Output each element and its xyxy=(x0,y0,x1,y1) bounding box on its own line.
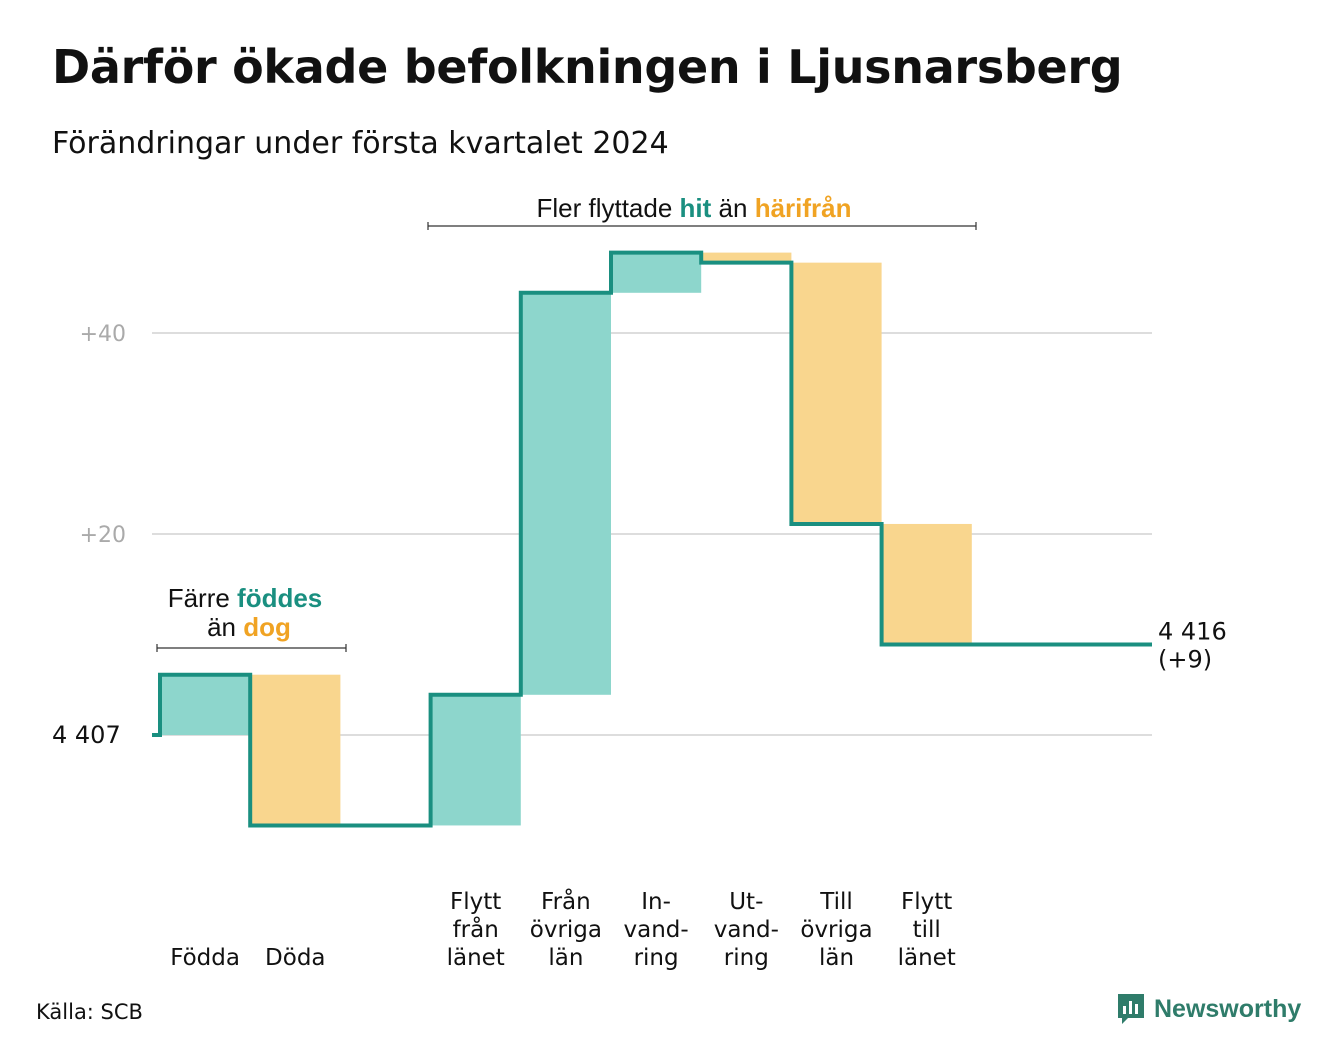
category-label: Flytt xyxy=(450,889,501,915)
decrease-bar xyxy=(701,252,792,263)
increase-bar xyxy=(520,292,611,695)
brand-name: Newsworthy xyxy=(1154,994,1302,1023)
category-label: län xyxy=(548,945,583,971)
annotation-moves-mid: än xyxy=(711,193,754,223)
annotation-moves-harifran: härifrån xyxy=(755,193,852,223)
category-label: Ut- xyxy=(729,889,763,915)
annotation-moves: Fler flyttade hit än härifrån xyxy=(427,193,977,230)
decrease-bar xyxy=(881,523,972,645)
decrease-bar xyxy=(791,262,882,524)
category-label: Till xyxy=(819,889,853,915)
newsworthy-logo-icon xyxy=(1118,994,1144,1024)
annotation-deaths-highlight: dog xyxy=(243,612,291,642)
annotation-births-line1: Färre föddes xyxy=(168,583,323,613)
annotation-moves-text: Fler flyttade xyxy=(536,193,679,223)
start-value-label: 4 407 xyxy=(52,721,121,749)
category-label: ring xyxy=(634,945,679,971)
chart-title: Därför ökade befolkningen i Ljusnarsberg xyxy=(52,40,1123,94)
end-value-label: (+9) xyxy=(1158,646,1212,674)
category-label: övriga xyxy=(530,917,602,943)
y-tick-label: +40 xyxy=(80,322,126,347)
annotation-deaths-text: än xyxy=(207,612,243,642)
category-label: Flytt xyxy=(901,889,952,915)
annotation-moves-text-line: Fler flyttade hit än härifrån xyxy=(536,193,851,223)
category-label: län xyxy=(819,945,854,971)
category-label: vand- xyxy=(714,917,779,943)
source-note: Källa: SCB xyxy=(36,1000,143,1024)
chart-subtitle: Förändringar under första kvartalet 2024 xyxy=(52,126,669,161)
annotation-moves-bracket xyxy=(427,222,977,230)
increase-bar xyxy=(160,674,251,735)
category-label: Döda xyxy=(265,945,325,971)
category-label: övriga xyxy=(800,917,872,943)
bars-layer xyxy=(160,252,972,826)
category-label: till xyxy=(913,917,941,943)
y-tick-label: +20 xyxy=(80,523,126,548)
category-label: ring xyxy=(724,945,769,971)
increase-bar xyxy=(430,694,521,826)
category-label: Födda xyxy=(170,945,240,971)
line-layer xyxy=(152,250,1152,828)
increase-bar xyxy=(611,252,702,293)
category-label: vand- xyxy=(624,917,689,943)
brand-logo: Newsworthy xyxy=(1116,992,1301,1026)
annotation-births: Färre föddes än dog xyxy=(156,583,347,652)
category-label: från xyxy=(453,915,499,943)
annotation-births-bracket xyxy=(156,644,347,652)
category-label: Från xyxy=(541,887,591,915)
category-label: länet xyxy=(898,945,956,971)
cumulative-step-line xyxy=(152,250,1152,828)
annotation-births-highlight: föddes xyxy=(237,583,322,613)
category-label: In- xyxy=(641,889,671,915)
end-value-label: 4 416 xyxy=(1158,618,1227,646)
category-label: länet xyxy=(447,945,505,971)
decrease-bar xyxy=(250,674,341,826)
annotation-moves-hit: hit xyxy=(680,193,712,223)
annotation-births-line2: än dog xyxy=(207,612,291,642)
annotation-births-text: Färre xyxy=(168,583,237,613)
